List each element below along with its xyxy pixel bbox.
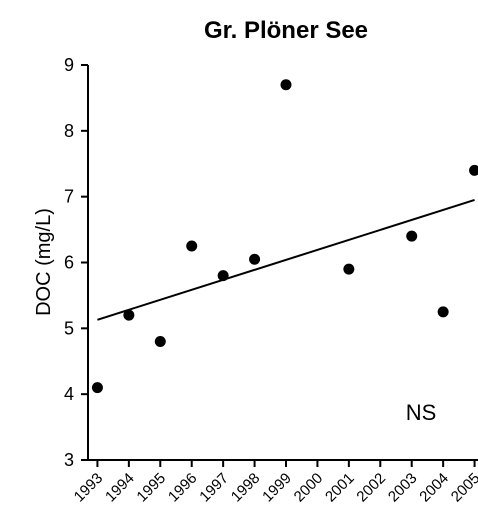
y-axis-label: DOC (mg/L) [33,208,55,316]
x-tick-label: 2001 [322,470,358,506]
x-tick-label: 1998 [228,470,264,506]
data-point [91,382,103,394]
data-point [343,263,355,275]
x-tick-label: 2005 [448,470,478,506]
x-tick-label: 1994 [102,470,138,506]
chart-title: Gr. Plöner See [204,17,368,44]
x-tick-label: 2004 [416,470,452,506]
y-tick-label: 5 [64,318,74,338]
x-ticks: 1993199419951996199719981999200020012002… [71,460,478,505]
data-point [406,230,418,242]
data-point [154,336,166,347]
data-point [123,309,135,321]
x-tick-label: 2002 [353,470,389,506]
data-point [437,306,449,318]
x-tick-label: 1997 [196,470,232,506]
data-point [280,79,292,91]
y-tick-label: 6 [64,253,74,273]
x-tick-label: 1999 [259,470,295,506]
y-ticks: 3 4 5 6 7 8 9 [64,55,88,470]
y-tick-label: 9 [64,55,74,75]
data-point [249,253,261,265]
data-point [469,164,478,176]
x-tick-label: 1995 [133,470,169,506]
x-tick-label: 2000 [291,470,327,506]
y-tick-label: 8 [64,121,74,141]
y-tick-label: 3 [64,450,74,470]
trend-line [97,199,475,321]
y-tick-label: 7 [64,187,74,207]
data-points [91,79,478,394]
significance-annotation: NS [406,400,437,425]
data-point [217,270,229,282]
y-tick-label: 4 [64,384,74,404]
x-tick-label: 1993 [71,470,107,506]
data-point [186,240,198,252]
x-tick-label: 2003 [385,470,421,506]
x-tick-label: 1996 [165,470,201,506]
